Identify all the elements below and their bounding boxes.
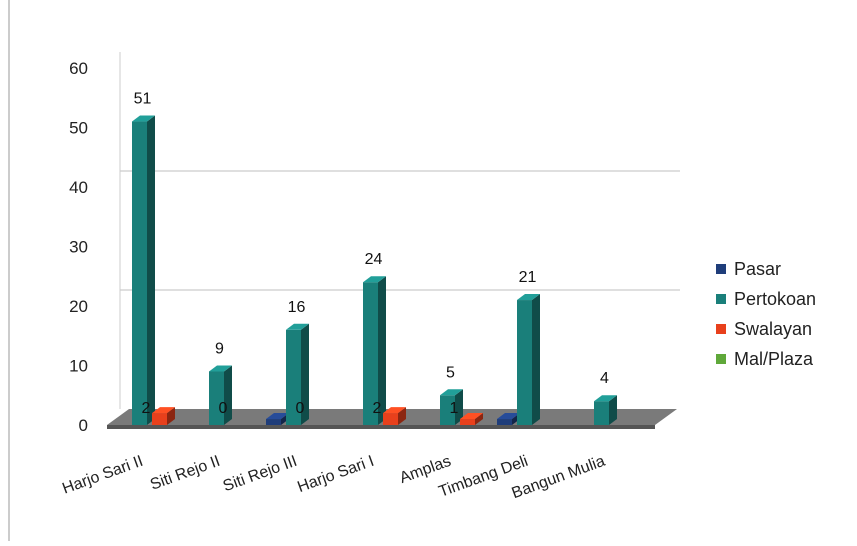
bar-top (286, 323, 309, 330)
y-tick-label: 20 (69, 297, 88, 316)
bar-top (266, 413, 289, 420)
y-tick-label: 60 (69, 59, 88, 78)
data-label: 24 (365, 251, 383, 268)
legend-item-pertokoan: Pertokoan (716, 285, 856, 313)
bar-side (147, 115, 155, 426)
bar-top (383, 407, 406, 414)
data-label: 4 (600, 370, 609, 387)
bar (286, 329, 301, 425)
bar-side (167, 407, 175, 425)
bar-top (132, 115, 155, 122)
legend-item-pasar: Pasar (716, 255, 856, 283)
bar-side (378, 276, 386, 425)
data-label: 2 (142, 400, 151, 417)
bar-side (455, 389, 463, 425)
bar (152, 413, 167, 425)
y-tick-label: 10 (69, 357, 88, 376)
bar (266, 419, 281, 425)
y-tick-label: 0 (79, 416, 88, 435)
bar-side (224, 365, 232, 425)
bar (363, 282, 378, 425)
legend-label-swalayan: Swalayan (734, 318, 813, 339)
data-label: 0 (219, 400, 228, 417)
bar (517, 300, 532, 425)
bar-side (475, 413, 483, 425)
data-label: 16 (288, 299, 306, 316)
bar-top (440, 389, 463, 396)
bar-side (398, 407, 406, 425)
x-tick-label: Siti Rejo II (148, 453, 222, 494)
bar (132, 121, 147, 426)
bar-top (497, 413, 520, 420)
data-label: 51 (134, 91, 152, 108)
legend-swatch-pasar (716, 264, 726, 274)
chart-floor-edge (107, 425, 655, 429)
bar-side (301, 323, 309, 425)
bar-top (209, 365, 232, 372)
x-tick-label: Harjo Sari II (60, 453, 145, 498)
legend-item-mal-plaza: Mal/Plaza (716, 345, 856, 373)
bar-top (460, 413, 483, 420)
legend: Pasar Pertokoan Swalayan Mal/Plaza (716, 255, 856, 375)
legend-swatch-swalayan (716, 324, 726, 334)
data-label: 0 (296, 400, 305, 417)
bar-side (532, 294, 540, 425)
bar-top (363, 276, 386, 283)
bar (383, 413, 398, 425)
legend-swatch-mal-plaza (716, 354, 726, 364)
bar-top (517, 294, 540, 301)
bar-top (594, 395, 617, 402)
bar (460, 419, 475, 425)
legend-swatch-pertokoan (716, 294, 726, 304)
y-tick-label: 30 (69, 238, 88, 257)
bar (440, 395, 455, 425)
y-tick-label: 50 (69, 119, 88, 138)
data-label: 9 (215, 340, 224, 357)
data-label: 1 (450, 400, 459, 417)
legend-label-mal-plaza: Mal/Plaza (734, 348, 814, 369)
bar-side (609, 395, 617, 425)
bar (594, 401, 609, 425)
data-label: 5 (446, 364, 455, 381)
bar (497, 419, 512, 425)
x-tick-label: Harjo Sari I (295, 453, 376, 496)
x-tick-label: Siti Rejo III (221, 453, 300, 495)
bar-top (152, 407, 175, 414)
data-label: 2 (373, 400, 382, 417)
legend-label-pasar: Pasar (734, 258, 782, 279)
bar (209, 371, 224, 425)
y-tick-label: 40 (69, 178, 88, 197)
data-label: 21 (519, 269, 537, 286)
legend-label-pertokoan: Pertokoan (734, 288, 817, 309)
legend-item-swalayan: Swalayan (716, 315, 856, 343)
